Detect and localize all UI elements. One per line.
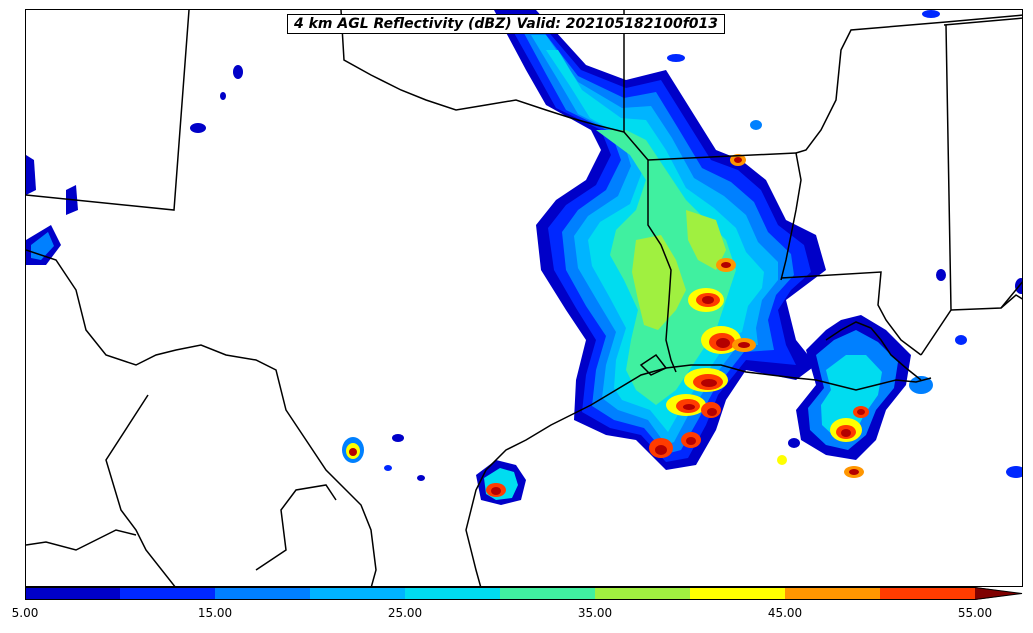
colorbar-tick-label: 35.00 <box>577 606 613 620</box>
border-al-fl <box>950 281 1022 311</box>
border-tn-north <box>795 14 1022 154</box>
reflectivity-echoes <box>26 10 1022 505</box>
core-stx-peak <box>491 487 501 495</box>
core-10-peak <box>734 157 742 163</box>
colorbar-segment <box>500 587 596 600</box>
colorbar-segment <box>25 587 121 600</box>
colorbar-tick-label: 5.00 <box>11 606 39 620</box>
echo-nw-edge <box>26 155 36 195</box>
echo-east-5 <box>909 376 933 394</box>
colorbar-extend-arrow <box>975 587 1022 600</box>
border-ar-la <box>647 152 797 161</box>
echo-wtx-cell-core <box>349 448 357 456</box>
map-panel <box>25 9 1023 587</box>
echo-east-1 <box>922 10 940 18</box>
echo-nw-small-2 <box>190 123 206 133</box>
core-la-3-peak <box>849 469 859 475</box>
core-8-peak <box>738 342 750 348</box>
echo-tx-small-1 <box>392 434 404 442</box>
echo-tx-small-3 <box>417 475 425 481</box>
colorbar-tick-label: 15.00 <box>197 606 233 620</box>
border-rio-grande <box>26 249 377 586</box>
gulf-coastline <box>465 364 932 586</box>
core-3-peak <box>701 379 717 387</box>
border-mississippi-river <box>780 152 802 281</box>
echo-east-3 <box>936 269 946 281</box>
colorbar-tick-label: 55.00 <box>957 606 993 620</box>
core-4-peak <box>683 404 695 410</box>
state-boundaries <box>26 10 1022 586</box>
echo-main-band-35dbz-b <box>686 210 726 270</box>
border-ms-al <box>920 24 952 356</box>
colorbar-segment <box>880 587 976 600</box>
core-9-peak <box>707 408 717 416</box>
echo-east-8 <box>1006 466 1022 478</box>
core-la-2-peak <box>857 409 865 415</box>
core-2-peak <box>716 338 730 348</box>
core-6-peak <box>686 437 696 445</box>
la-coast-inlet <box>639 353 668 376</box>
echo-east-7 <box>777 455 787 465</box>
border-ga <box>943 17 1022 26</box>
echo-nw-small-3 <box>233 65 243 79</box>
core-la-1-peak <box>841 429 851 437</box>
reflectivity-map <box>26 10 1022 586</box>
core-5-peak <box>655 445 667 455</box>
echo-louisiana-cluster-25dbz <box>821 355 882 438</box>
colorbar-segment <box>310 587 406 600</box>
colorbar-tick-label: 25.00 <box>387 606 423 620</box>
convective-cores <box>649 154 756 458</box>
border-mexico-state-2 <box>26 529 137 551</box>
colorbar-segment <box>405 587 501 600</box>
border-mexico-state-3 <box>255 484 337 571</box>
map-title: 4 km AGL Reflectivity (dBZ) Valid: 20210… <box>287 14 726 34</box>
border-nm-tx-north <box>26 10 190 211</box>
colorbar-segment <box>595 587 691 600</box>
colorbar-outline <box>25 587 1023 600</box>
echo-east-10 <box>667 54 685 62</box>
echo-tx-small-2 <box>384 465 392 471</box>
echo-east-6 <box>788 438 800 448</box>
echo-east-2 <box>750 120 762 130</box>
colorbar <box>25 587 1023 600</box>
border-tx-la <box>623 131 677 373</box>
colorbar-segment <box>690 587 786 600</box>
echo-nw-small-4 <box>220 92 226 100</box>
echo-main-band-35dbz <box>632 235 686 330</box>
colorbar-segment <box>120 587 216 600</box>
gulf-coast-la-marsh <box>825 321 922 381</box>
colorbar-tick-label: 45.00 <box>767 606 803 620</box>
colorbar-segment <box>215 587 311 600</box>
border-red-river <box>340 10 625 133</box>
core-7-peak <box>721 262 731 268</box>
border-mexico-state-1 <box>105 394 176 586</box>
border-fl-coast <box>1000 294 1022 309</box>
core-1-peak <box>702 296 714 304</box>
border-la-ms <box>780 271 922 356</box>
colorbar-segment <box>785 587 881 600</box>
echo-east-4 <box>955 335 967 345</box>
